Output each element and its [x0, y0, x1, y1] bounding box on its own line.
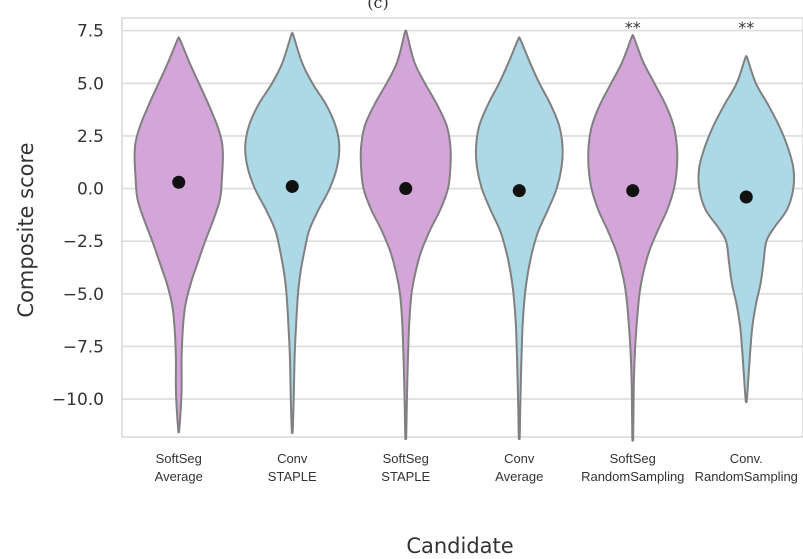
violin-6 — [697, 55, 796, 404]
y-tick-label: 7.5 — [77, 22, 104, 42]
violin-5 — [587, 34, 679, 442]
x-tick-labels: SoftSeg Average Conv STAPLE SoftSeg STAPLE Con… — [155, 451, 798, 484]
mean-marker-6 — [739, 190, 753, 204]
plot-area — [121, 17, 803, 438]
y-tick-label: 0.0 — [77, 180, 104, 200]
violin-4 — [474, 36, 564, 441]
gridlines — [121, 17, 803, 438]
x-tick-label-3: SoftSeg — [383, 451, 429, 466]
y-tick-label: 2.5 — [77, 127, 104, 147]
x-axis-label: Candidate — [406, 534, 513, 558]
mean-marker-2 — [285, 179, 299, 193]
y-tick-label: −10.0 — [52, 390, 104, 410]
x-tick-label-2: Conv — [277, 451, 308, 466]
x-tick-label-2: STAPLE — [268, 469, 317, 484]
y-axis-label: Composite score — [14, 142, 38, 317]
x-tick-label-4: Average — [495, 469, 543, 484]
violin-3 — [359, 29, 452, 441]
mean-marker-5 — [626, 184, 640, 198]
x-tick-label-6: RandomSampling — [695, 469, 798, 484]
y-tick-label: −2.5 — [63, 232, 104, 252]
significance-marker-5: ** — [625, 18, 641, 37]
violins: ** ** — [133, 18, 796, 442]
y-tick-label: −7.5 — [63, 337, 104, 357]
significance-marker-6: ** — [738, 18, 754, 37]
x-tick-label-1: SoftSeg — [156, 451, 202, 466]
figure-label: (c) — [367, 0, 388, 12]
x-tick-label-5: SoftSeg — [610, 451, 656, 466]
y-tick-label: 5.0 — [77, 74, 104, 94]
x-tick-label-6: Conv. — [730, 451, 763, 466]
violin-1 — [133, 36, 224, 434]
mean-marker-1 — [172, 175, 186, 189]
x-tick-label-1: Average — [155, 469, 203, 484]
x-tick-label-3: STAPLE — [381, 469, 430, 484]
y-tick-labels: 7.5 5.0 2.5 0.0 −2.5 −5.0 −7.5 −10.0 — [52, 22, 104, 410]
y-tick-label: −5.0 — [63, 285, 104, 305]
mean-marker-3 — [399, 182, 413, 196]
mean-marker-4 — [512, 184, 526, 198]
x-tick-label-5: RandomSampling — [581, 469, 684, 484]
x-tick-label-4: Conv — [504, 451, 535, 466]
violin-2 — [244, 31, 341, 434]
